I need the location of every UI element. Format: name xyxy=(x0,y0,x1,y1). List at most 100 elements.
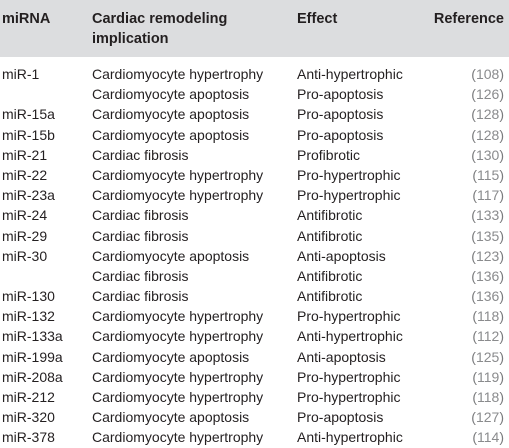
cell-mirna: miR-199a xyxy=(2,348,63,365)
cell-effect: Antifibrotic xyxy=(297,207,363,224)
cell-effect: Pro-apoptosis xyxy=(297,409,384,426)
table-header: miRNA Cardiac remodeling implication Eff… xyxy=(0,0,509,57)
reference-number: 135 xyxy=(475,227,500,244)
cell-implication: Cardiac fibrosis xyxy=(92,146,189,163)
cell-reference: (118) xyxy=(472,308,504,325)
header-reference: Reference xyxy=(433,11,504,27)
cell-reference: (115) xyxy=(472,166,504,183)
cell-mirna: miR-130 xyxy=(2,288,55,305)
table-row: miR-24 Cardiac fibrosis Antifibrotic (133) xyxy=(0,205,509,225)
cell-effect: Antifibrotic xyxy=(297,267,363,284)
table-row: miR-30 Cardiomyocyte apoptosis Anti-apopto… xyxy=(0,246,509,266)
table-row: miR-15a Cardiomyocyte apoptosis Pro-apopto… xyxy=(0,104,509,124)
table-row: miR-320 Cardiomyocyte apoptosis Pro-apopto… xyxy=(0,407,509,427)
cell-effect: Pro-apoptosis xyxy=(297,106,384,123)
reference-number: 114 xyxy=(477,429,500,446)
cell-effect: Anti-apoptosis xyxy=(297,348,386,365)
cell-effect: Pro-hypertrophic xyxy=(297,368,401,385)
cell-mirna: miR-15a xyxy=(2,106,55,123)
cell-implication: Cardiomyocyte hypertrophy xyxy=(92,308,264,325)
cell-effect: Anti-hypertrophic xyxy=(297,429,403,446)
cell-effect: Anti-hypertrophic xyxy=(297,328,403,345)
cell-reference: (123) xyxy=(471,247,504,264)
reference-number: 127 xyxy=(475,409,500,426)
cell-reference: (133) xyxy=(471,207,504,224)
cell-implication: Cardiomyocyte apoptosis xyxy=(92,409,250,426)
cell-effect: Antifibrotic xyxy=(297,288,363,305)
cell-implication: Cardiomyocyte hypertrophy xyxy=(92,368,264,385)
reference-number: 119 xyxy=(477,368,500,385)
cell-reference: (136) xyxy=(471,267,504,284)
cell-implication: Cardiomyocyte hypertrophy xyxy=(92,187,264,204)
cell-effect: Pro-hypertrophic xyxy=(297,389,401,405)
cell-implication: Cardiomyocyte apoptosis xyxy=(92,348,250,365)
cell-reference: (119) xyxy=(472,368,504,385)
cell-effect: Pro-hypertrophic xyxy=(297,308,401,325)
reference-number: 136 xyxy=(475,267,500,284)
table-row: miR-21 Cardiac fibrosis Profibrotic (130) xyxy=(0,145,509,165)
cell-mirna: miR-24 xyxy=(2,207,48,224)
cell-mirna: miR-22 xyxy=(2,166,48,183)
cell-mirna: miR-15b xyxy=(2,126,55,143)
reference-number: 118 xyxy=(477,389,500,405)
table-body: miR-1 Cardiomyocyte hypertrophy Anti-hyper… xyxy=(0,64,509,448)
cell-implication: Cardiac fibrosis xyxy=(92,267,189,284)
cell-reference: (126) xyxy=(471,86,504,103)
table-row: miR-212 Cardiomyocyte hypertrophy Pro-hype… xyxy=(0,387,509,407)
cell-implication: Cardiomyocyte hypertrophy xyxy=(92,328,264,345)
cell-implication: Cardiac fibrosis xyxy=(92,227,189,244)
reference-number: 126 xyxy=(475,86,500,103)
table-row: miR-199a Cardiomyocyte apoptosis Anti-apop… xyxy=(0,347,509,367)
reference-number: 112 xyxy=(477,328,500,345)
header-effect: Effect xyxy=(297,11,338,27)
reference-number: 128 xyxy=(475,126,500,143)
cell-effect: Pro-hypertrophic xyxy=(297,166,401,183)
table-row: Cardiac fibrosis Antifibrotic (136) xyxy=(0,266,509,286)
cell-reference: (114) xyxy=(472,429,504,446)
cell-reference: (128) xyxy=(471,106,504,123)
reference-number: 133 xyxy=(475,207,500,224)
reference-number: 108 xyxy=(475,66,500,82)
cell-implication: Cardiac fibrosis xyxy=(92,288,189,305)
table-row: miR-133a Cardiomyocyte hypertrophy Anti-hy… xyxy=(0,326,509,346)
cell-mirna: miR-320 xyxy=(2,409,55,426)
cell-effect: Profibrotic xyxy=(297,146,361,163)
table-row: miR-23a Cardiomyocyte hypertrophy Pro-hype… xyxy=(0,185,509,205)
cell-reference: (128) xyxy=(471,126,504,143)
cell-mirna: miR-378 xyxy=(2,429,55,446)
cell-reference: (117) xyxy=(472,187,504,204)
cell-reference: (108) xyxy=(471,66,504,82)
table-row: miR-208a Cardiomyocyte hypertrophy Pro-hyp… xyxy=(0,367,509,387)
reference-number: 136 xyxy=(475,288,500,305)
reference-number: 117 xyxy=(477,187,500,204)
reference-number: 115 xyxy=(477,166,500,183)
table-row: miR-130 Cardiac fibrosis Antifibrotic (136) xyxy=(0,286,509,306)
cell-implication: Cardiomyocyte apoptosis xyxy=(92,247,250,264)
cell-reference: (135) xyxy=(471,227,504,244)
reference-number: 130 xyxy=(475,146,500,163)
cell-mirna: miR-23a xyxy=(2,187,55,204)
cell-effect: Anti-hypertrophic xyxy=(297,66,403,82)
table-row: miR-1 Cardiomyocyte hypertrophy Anti-hyper… xyxy=(0,64,509,84)
table-row: miR-29 Cardiac fibrosis Antifibrotic (135) xyxy=(0,226,509,246)
cell-implication: Cardiomyocyte hypertrophy xyxy=(92,429,264,446)
reference-number: 118 xyxy=(477,308,500,325)
cell-mirna: miR-29 xyxy=(2,227,48,244)
cell-mirna: miR-133a xyxy=(2,328,63,345)
cell-mirna: miR-208a xyxy=(2,368,63,385)
cell-implication: Cardiomyocyte apoptosis xyxy=(92,106,250,123)
cell-implication: Cardiomyocyte apoptosis xyxy=(92,126,250,143)
cell-implication: Cardiac fibrosis xyxy=(92,207,189,224)
header-implication: Cardiac remodeling implication xyxy=(92,11,228,47)
cell-effect: Pro-apoptosis xyxy=(297,126,384,143)
cell-effect: Pro-hypertrophic xyxy=(297,187,401,204)
cell-mirna: miR-132 xyxy=(2,308,55,325)
cell-mirna: miR-30 xyxy=(2,247,48,264)
table-row: Cardiomyocyte apoptosis Pro-apoptosis (126… xyxy=(0,84,509,104)
reference-number: 128 xyxy=(475,106,500,123)
cell-effect: Anti-apoptosis xyxy=(297,247,386,264)
cell-mirna: miR-1 xyxy=(2,66,40,82)
cell-mirna: miR-212 xyxy=(2,389,55,405)
header-mirna: miRNA xyxy=(2,11,51,27)
table-row: miR-378 Cardiomyocyte hypertrophy Anti-hyp… xyxy=(0,427,509,447)
